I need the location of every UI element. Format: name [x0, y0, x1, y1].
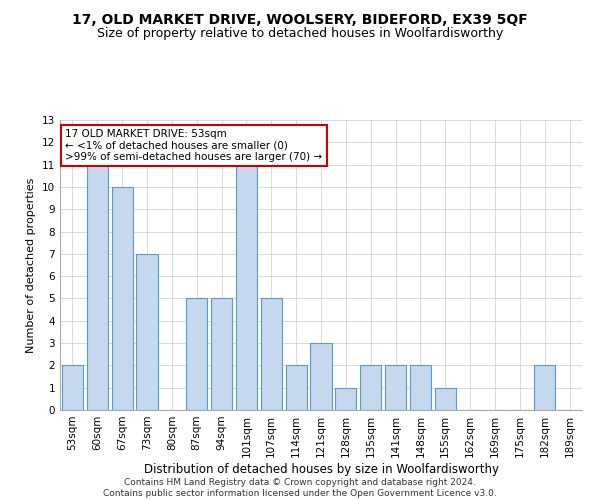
Bar	[62, 366, 83, 410]
Bar	[261, 298, 282, 410]
Bar	[87, 164, 108, 410]
Bar	[186, 298, 207, 410]
Bar	[534, 366, 555, 410]
Text: Size of property relative to detached houses in Woolfardisworthy: Size of property relative to detached ho…	[97, 28, 503, 40]
Bar	[410, 366, 431, 410]
Text: 17 OLD MARKET DRIVE: 53sqm
← <1% of detached houses are smaller (0)
>99% of semi: 17 OLD MARKET DRIVE: 53sqm ← <1% of deta…	[65, 128, 322, 162]
X-axis label: Distribution of detached houses by size in Woolfardisworthy: Distribution of detached houses by size …	[143, 462, 499, 475]
Bar	[335, 388, 356, 410]
Text: Contains HM Land Registry data © Crown copyright and database right 2024.
Contai: Contains HM Land Registry data © Crown c…	[103, 478, 497, 498]
Bar	[136, 254, 158, 410]
Bar	[310, 343, 332, 410]
Bar	[112, 187, 133, 410]
Bar	[435, 388, 456, 410]
Text: 17, OLD MARKET DRIVE, WOOLSERY, BIDEFORD, EX39 5QF: 17, OLD MARKET DRIVE, WOOLSERY, BIDEFORD…	[72, 12, 528, 26]
Bar	[211, 298, 232, 410]
Bar	[360, 366, 381, 410]
Bar	[385, 366, 406, 410]
Bar	[236, 164, 257, 410]
Bar	[286, 366, 307, 410]
Y-axis label: Number of detached properties: Number of detached properties	[26, 178, 37, 352]
